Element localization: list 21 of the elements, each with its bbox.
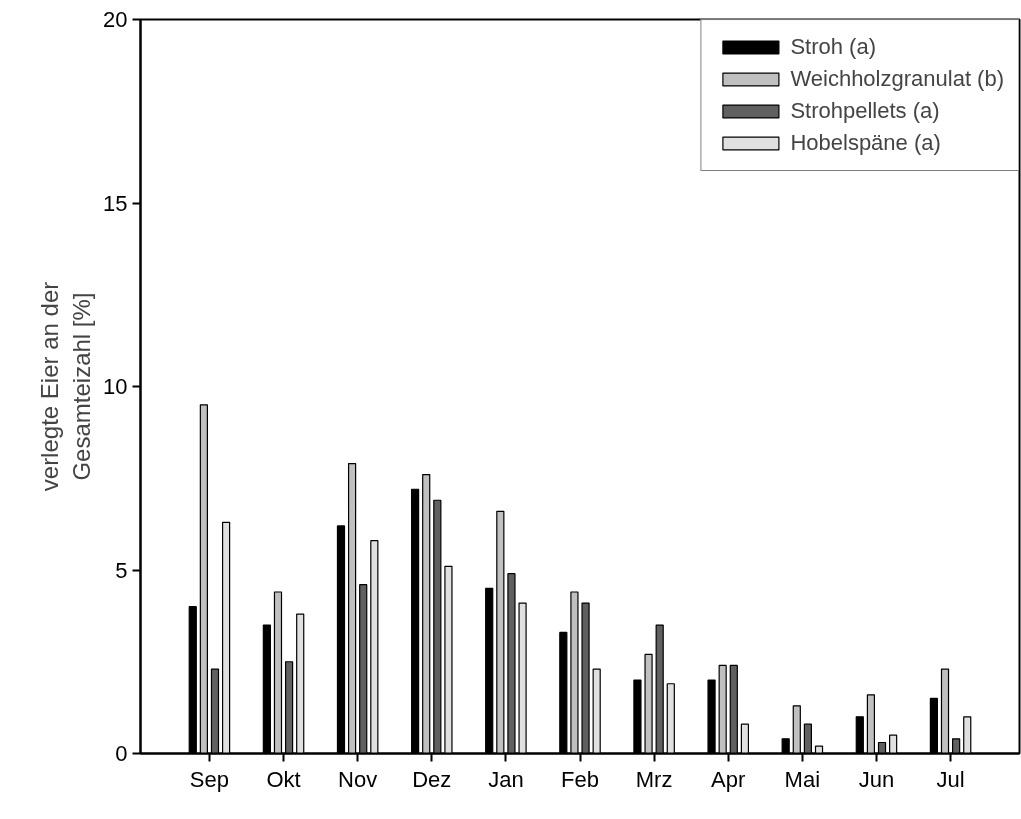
x-tick-label: Nov — [338, 766, 378, 792]
y-tick-label: 10 — [103, 374, 128, 399]
legend-label: Strohpellets (a) — [790, 98, 940, 124]
x-tick-label: Feb — [561, 766, 599, 792]
x-tick-label: Dez — [412, 766, 452, 792]
y-tick-label: 0 — [115, 741, 128, 766]
legend-label: Weichholzgranulat (b) — [790, 66, 1004, 92]
x-tick-label: Mai — [784, 766, 821, 792]
legend-label: Stroh (a) — [790, 34, 876, 60]
legend-label: Hobelspäne (a) — [790, 130, 941, 156]
y-tick-label: 20 — [103, 7, 128, 32]
x-tick-label: Sep — [189, 766, 230, 792]
x-tick-label: Jan — [488, 766, 524, 792]
x-tick-label: Jul — [936, 766, 965, 792]
y-tick-label: 15 — [103, 190, 128, 216]
y-axis-title: verlegte Eier an der Gesamteizahl [%] — [35, 281, 96, 492]
x-tick-label: Mrz — [635, 766, 673, 792]
y-tick-label: 5 — [115, 557, 128, 583]
x-tick-label: Okt — [266, 766, 301, 792]
x-tick-label: Jun — [858, 766, 895, 792]
x-tick-label: Apr — [711, 766, 746, 792]
